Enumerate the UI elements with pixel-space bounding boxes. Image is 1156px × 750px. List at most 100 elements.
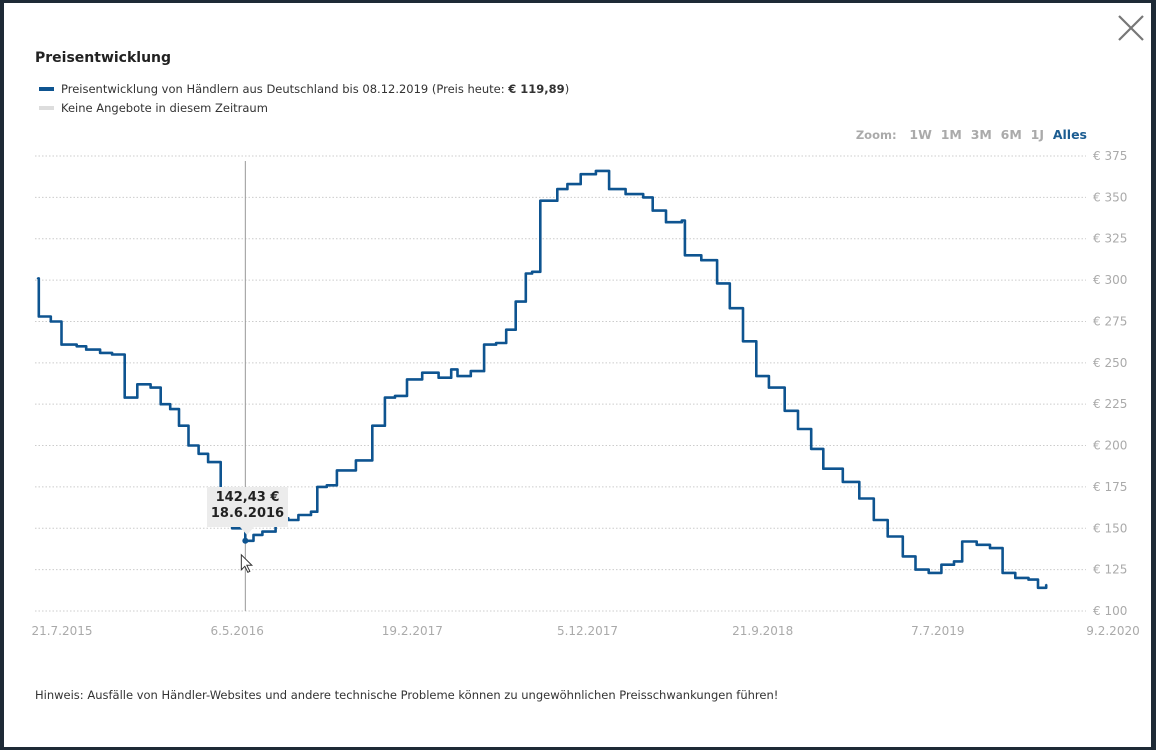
data-point — [886, 535, 889, 538]
data-point — [989, 547, 991, 549]
tooltip-arrow — [240, 527, 254, 535]
data-point — [1037, 587, 1039, 589]
data-point — [953, 560, 955, 563]
y-tick-label: € 150 — [1093, 521, 1127, 535]
no-offers-swatch — [39, 105, 54, 110]
data-point — [450, 368, 453, 371]
highlighted-point — [242, 537, 249, 544]
legend-current-price: € 119,89 — [508, 82, 565, 96]
data-point — [297, 514, 300, 516]
x-tick-label: 7.7.2019 — [911, 624, 964, 638]
zoom-all-button[interactable]: Alles — [1052, 127, 1087, 142]
data-point — [37, 315, 40, 318]
x-tick-label: 9.2.2020 — [1086, 624, 1139, 638]
data-point — [149, 386, 152, 389]
zoom-1w-button[interactable]: 1W — [909, 127, 932, 142]
data-point — [118, 353, 120, 356]
data-point — [1001, 572, 1004, 574]
data-point — [684, 254, 686, 257]
data-point — [742, 340, 744, 343]
data-point — [99, 352, 101, 354]
close-icon[interactable] — [1114, 11, 1148, 45]
y-tick-label: € 375 — [1093, 149, 1127, 163]
data-point — [111, 353, 113, 356]
y-tick-label: € 100 — [1093, 604, 1127, 618]
legend-item-no-offers: Keine Angebote in diesem Zeitraum — [39, 101, 268, 115]
x-tick-label: 5.12.2017 — [557, 624, 618, 638]
data-point — [207, 461, 209, 463]
data-point — [810, 448, 813, 450]
data-point — [178, 424, 180, 427]
data-point — [85, 348, 87, 351]
data-point — [940, 563, 943, 566]
data-point — [872, 519, 875, 521]
y-tick-label: € 275 — [1093, 314, 1127, 328]
data-point — [394, 395, 396, 397]
data-point — [665, 221, 667, 223]
data-point — [133, 396, 135, 399]
data-point — [187, 444, 190, 447]
data-point — [310, 510, 312, 513]
data-point — [524, 272, 527, 275]
data-point — [595, 170, 597, 172]
data-point — [355, 459, 357, 462]
data-point — [680, 219, 683, 222]
data-point — [822, 467, 825, 470]
zoom-selector: Zoom: 1W 1M 3M 6M 1J Alles — [856, 127, 1087, 142]
legend-item-series: Preisentwicklung von Händlern aus Deutsc… — [39, 82, 569, 96]
data-point — [371, 424, 374, 427]
y-tick-label: € 300 — [1093, 273, 1127, 287]
disclaimer-note: Hinweis: Ausfälle von Händler-Websites u… — [35, 688, 779, 702]
tooltip-date: 18.6.2016 — [210, 506, 285, 521]
data-point — [197, 453, 200, 455]
data-point — [495, 342, 497, 344]
data-point — [470, 370, 472, 372]
data-point — [608, 188, 610, 190]
y-tick-label: € 350 — [1093, 190, 1127, 204]
zoom-3m-button[interactable]: 3M — [970, 127, 992, 142]
data-point — [326, 484, 328, 487]
zoom-label: Zoom: — [855, 128, 897, 142]
x-tick-label: 6.5.2016 — [210, 624, 263, 638]
zoom-6m-button[interactable]: 6M — [1000, 127, 1022, 142]
data-point — [159, 403, 162, 405]
data-point — [437, 376, 440, 379]
data-point — [531, 271, 533, 273]
data-point — [36, 277, 39, 280]
price-series-line — [37, 169, 1048, 590]
data-point — [651, 209, 654, 212]
x-tick-label: 21.9.2018 — [732, 624, 793, 638]
series-swatch — [39, 86, 54, 91]
data-point — [60, 343, 63, 346]
data-point — [961, 540, 964, 543]
data-point — [231, 527, 233, 530]
data-point — [1014, 577, 1017, 579]
x-tick-label: 19.2.2017 — [382, 624, 443, 638]
data-point — [1045, 583, 1048, 586]
data-point — [456, 375, 459, 377]
data-point — [566, 183, 569, 185]
data-point — [783, 410, 786, 412]
price-history-modal: Preisentwicklung Preisentwicklung von Hä… — [4, 3, 1151, 747]
zoom-1j-button[interactable]: 1J — [1030, 127, 1044, 142]
y-tick-label: € 125 — [1093, 563, 1127, 577]
data-point — [505, 328, 507, 331]
data-point — [556, 188, 559, 190]
legend-series-suffix: ) — [564, 82, 570, 96]
chart-title: Preisentwicklung — [35, 50, 172, 66]
data-point — [624, 193, 627, 195]
data-point — [579, 173, 582, 175]
data-point — [123, 396, 126, 399]
chart-tooltip: 142,43 € 18.6.2016 — [207, 487, 288, 527]
y-tick-label: € 175 — [1093, 480, 1127, 494]
data-point — [514, 300, 517, 303]
zoom-1m-button[interactable]: 1M — [940, 127, 962, 142]
mouse-cursor-icon — [240, 553, 254, 573]
data-point — [136, 383, 139, 386]
data-point — [728, 307, 731, 310]
data-point — [842, 481, 844, 483]
price-chart[interactable]: € 100 € 125 € 150 € 175 € 200 € 225 € 250 € 275… — [4, 3, 1151, 683]
data-point — [858, 497, 861, 500]
data-point — [336, 469, 338, 472]
x-tick-label: 21.7.2015 — [31, 624, 92, 638]
